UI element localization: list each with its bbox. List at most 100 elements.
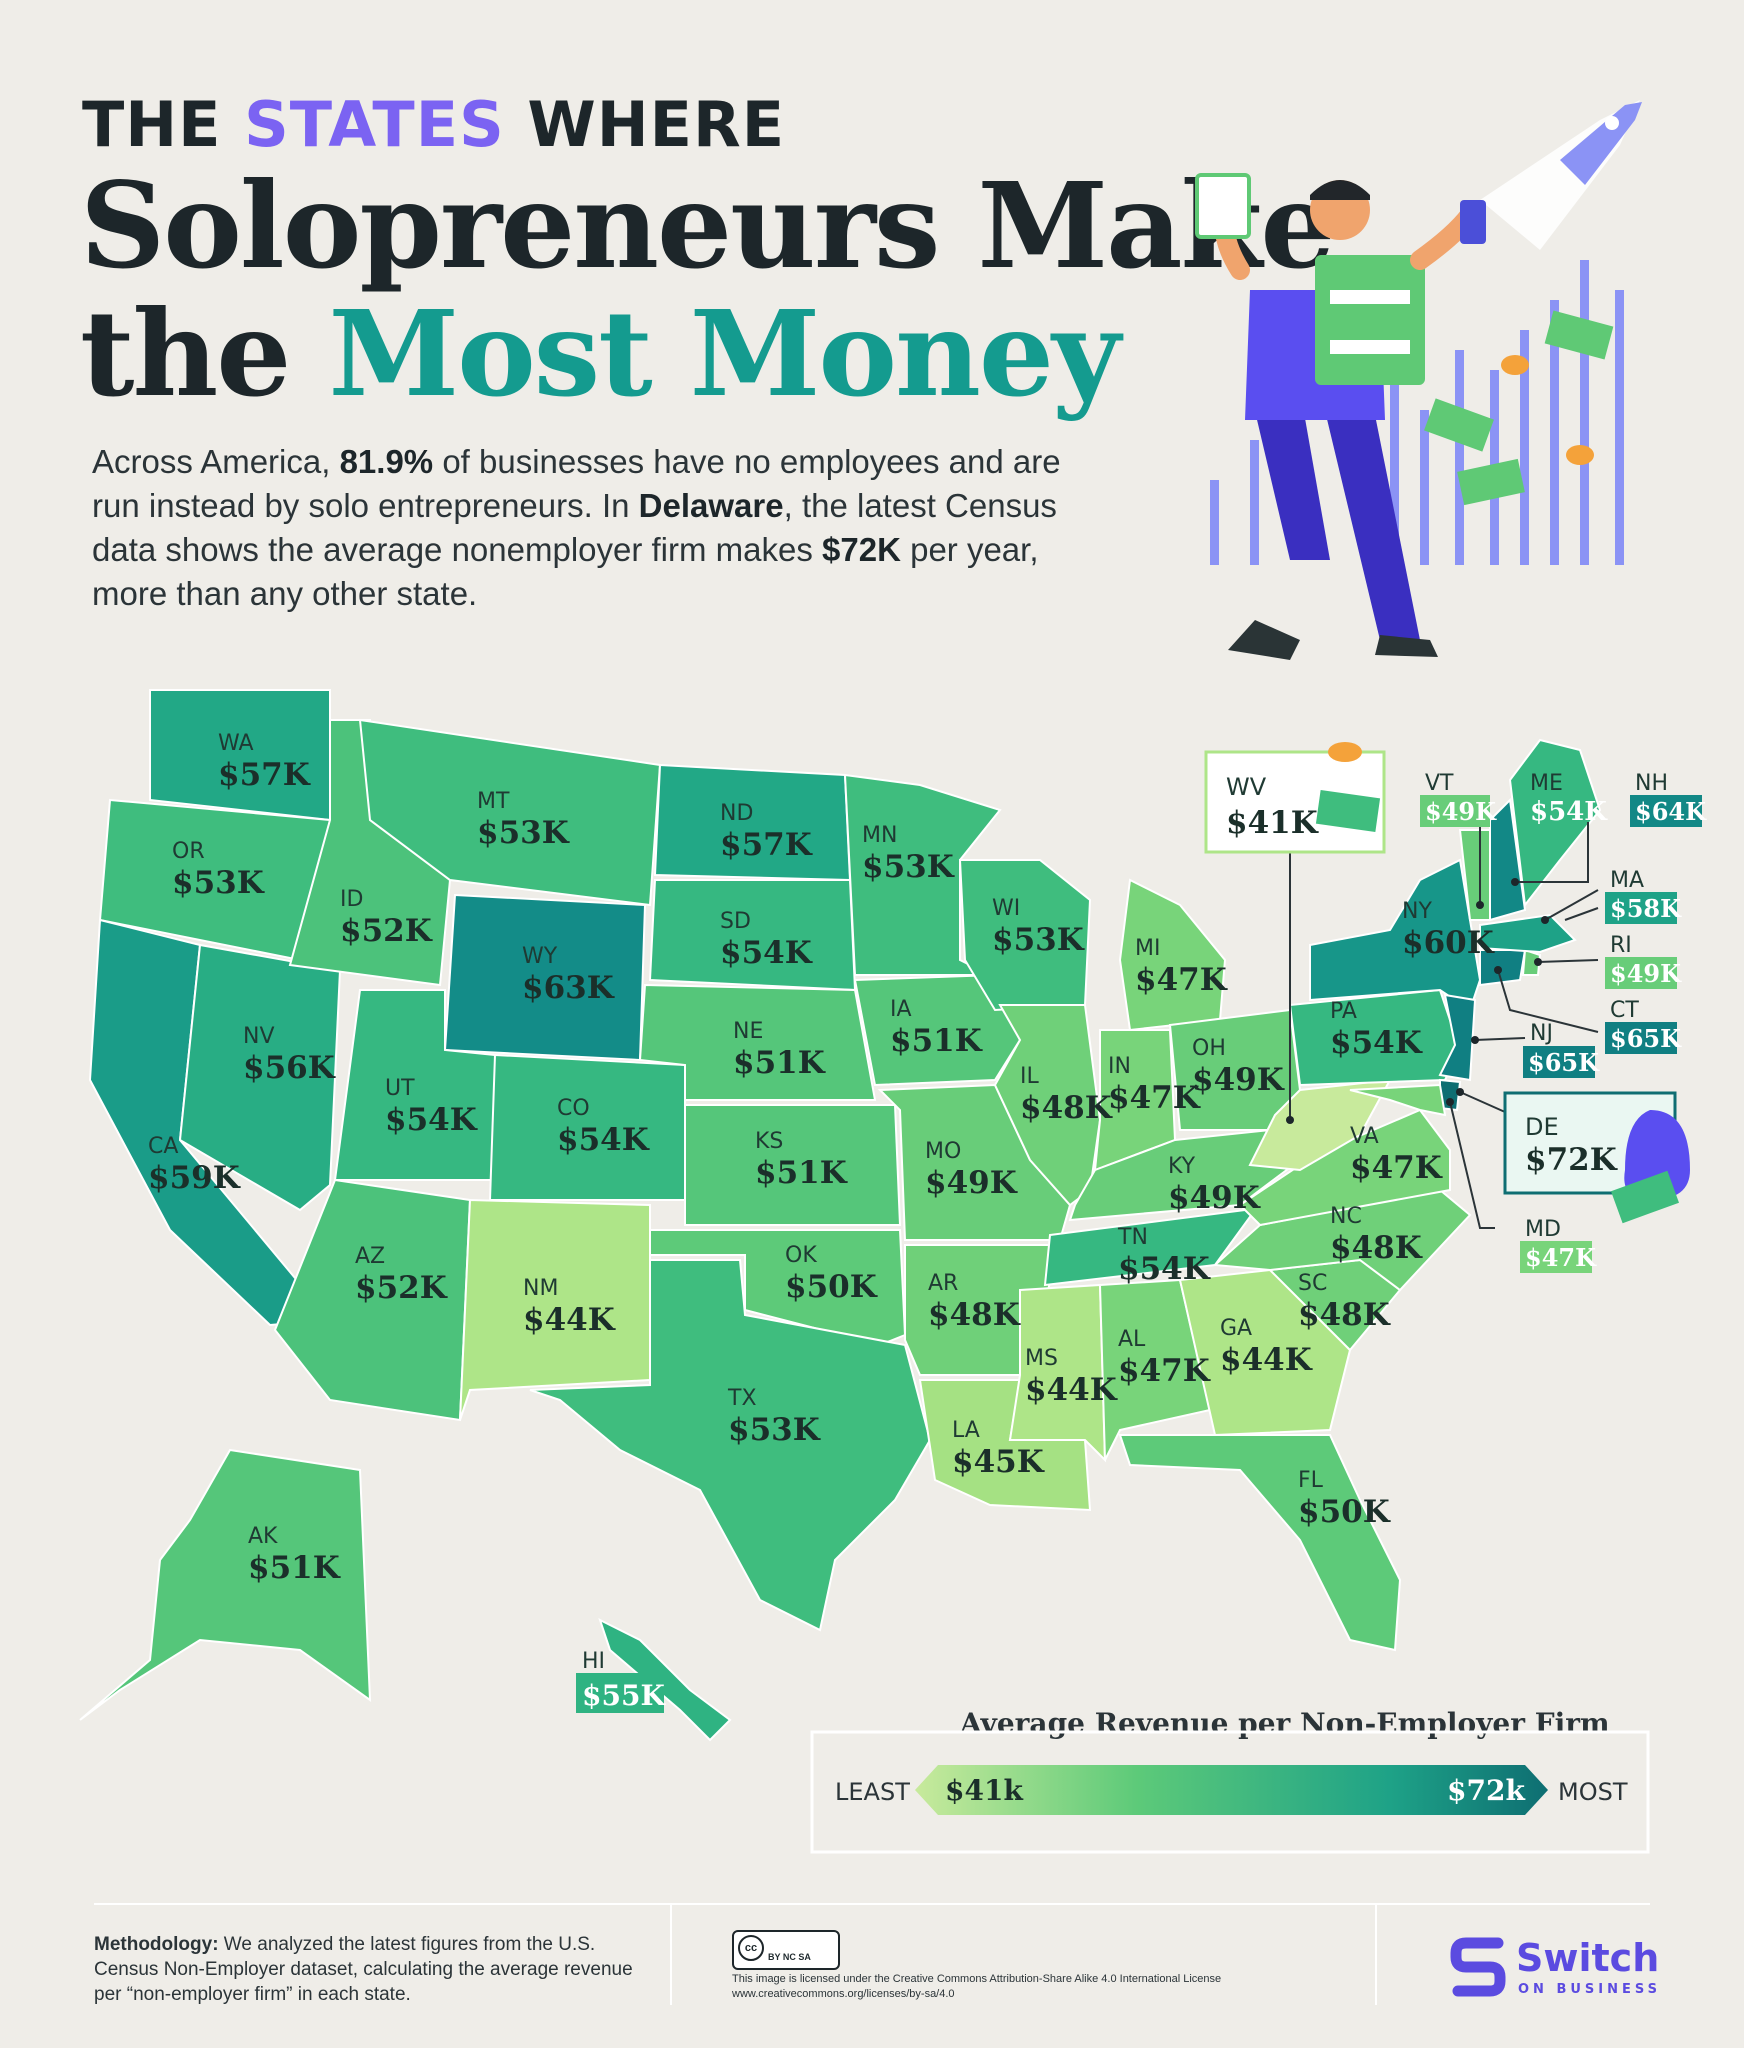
callout-NH: NH $64K bbox=[1630, 771, 1707, 827]
intro-text-2: of businesses have no employees and are … bbox=[92, 443, 1061, 524]
state-RI[interactable] bbox=[1521, 948, 1542, 976]
svg-text:$44K: $44K bbox=[1220, 1342, 1313, 1378]
intro-text-3: , the latest Census data shows the avera… bbox=[92, 487, 1057, 568]
svg-text:PA: PA bbox=[1330, 999, 1357, 1024]
label-NC: NC$48K bbox=[1330, 1204, 1423, 1266]
svg-text:ND: ND bbox=[720, 801, 753, 826]
callout-NJ: NJ $65K bbox=[1523, 1021, 1600, 1078]
svg-text:CA: CA bbox=[148, 1134, 178, 1159]
svg-text:VA: VA bbox=[1350, 1124, 1379, 1149]
svg-text:$59K: $59K bbox=[148, 1160, 241, 1196]
svg-text:WI: WI bbox=[992, 896, 1020, 921]
state-MD[interactable] bbox=[1349, 1083, 1447, 1117]
svg-text:IN: IN bbox=[1108, 1054, 1131, 1079]
state-KS[interactable] bbox=[684, 1104, 902, 1226]
svg-text:$60K: $60K bbox=[1402, 925, 1495, 961]
state-HI[interactable] bbox=[598, 1618, 732, 1742]
state-NJ[interactable] bbox=[1438, 993, 1477, 1082]
label-NM: NM$44K bbox=[523, 1276, 616, 1338]
svg-text:AL: AL bbox=[1118, 1327, 1146, 1352]
svg-text:$53K: $53K bbox=[992, 922, 1085, 958]
svg-text:$51K: $51K bbox=[733, 1045, 826, 1081]
title-line-2: the Most Money bbox=[80, 290, 1333, 418]
label-VA: VA$47K bbox=[1350, 1124, 1443, 1186]
state-NE[interactable] bbox=[638, 983, 877, 1101]
state-GA[interactable] bbox=[1178, 1268, 1352, 1437]
legend: Average Revenue per Non-Employer Firm LE… bbox=[810, 1707, 1650, 1854]
methodology: Methodology: We analyzed the latest figu… bbox=[94, 1932, 654, 2007]
callout-RI: RI $49K bbox=[1605, 933, 1682, 989]
state-AK[interactable] bbox=[79, 1448, 372, 1721]
svg-text:$49K: $49K bbox=[925, 1165, 1018, 1201]
state-NH[interactable] bbox=[1489, 797, 1527, 922]
state-MN[interactable] bbox=[843, 773, 1002, 976]
svg-text:$65K: $65K bbox=[1610, 1024, 1682, 1053]
svg-text:KY: KY bbox=[1168, 1154, 1196, 1179]
state-TX[interactable] bbox=[529, 1259, 932, 1632]
state-AZ[interactable] bbox=[273, 1178, 472, 1422]
state-IL[interactable] bbox=[993, 1004, 1102, 1207]
label-SD: SD$54K bbox=[720, 909, 813, 971]
svg-text:MT: MT bbox=[477, 789, 510, 814]
cc-license-badge: cc BY NC SA bbox=[732, 1930, 840, 1970]
svg-text:$64K: $64K bbox=[1635, 797, 1707, 826]
state-FL[interactable] bbox=[1118, 1434, 1402, 1652]
state-TN[interactable] bbox=[1043, 1209, 1257, 1287]
svg-text:WV: WV bbox=[1226, 773, 1267, 801]
svg-text:ME: ME bbox=[1530, 771, 1563, 796]
svg-text:IL: IL bbox=[1020, 1064, 1039, 1089]
hi-value-tag bbox=[576, 1673, 664, 1713]
svg-text:MO: MO bbox=[925, 1139, 961, 1164]
callout-VT: VT $49K bbox=[1420, 771, 1497, 827]
svg-text:LA: LA bbox=[952, 1418, 980, 1443]
callout-leaders bbox=[1289, 812, 1599, 1229]
svg-text:$47K: $47K bbox=[1108, 1080, 1201, 1116]
label-NV: NV$56K bbox=[243, 1024, 336, 1086]
state-NM[interactable] bbox=[459, 1198, 651, 1421]
svg-text:OK: OK bbox=[785, 1243, 817, 1268]
svg-text:SD: SD bbox=[720, 909, 751, 934]
svg-text:CO: CO bbox=[557, 1096, 590, 1121]
intro-bold-state: Delaware bbox=[638, 487, 784, 524]
state-IA[interactable] bbox=[853, 973, 1022, 1087]
label-WY: WY$63K bbox=[522, 944, 615, 1006]
coins-icon bbox=[1328, 742, 1362, 762]
state-MT[interactable] bbox=[358, 718, 662, 907]
intro-bold-share: 81.9% bbox=[339, 443, 434, 480]
svg-text:NE: NE bbox=[733, 1019, 763, 1044]
svg-text:CT: CT bbox=[1610, 998, 1639, 1023]
state-ME[interactable] bbox=[1508, 738, 1602, 908]
brand-subtitle: ON BUSINESS bbox=[1518, 1982, 1662, 1997]
label-GA: GA$44K bbox=[1220, 1316, 1313, 1378]
legend-min: $41k bbox=[945, 1774, 1023, 1807]
svg-text:$49K: $49K bbox=[1168, 1180, 1261, 1216]
svg-text:FL: FL bbox=[1298, 1468, 1324, 1493]
methodology-label: Methodology: bbox=[94, 1934, 219, 1955]
intro-text-1: Across America, bbox=[92, 443, 340, 480]
label-IN: IN$47K bbox=[1108, 1054, 1201, 1116]
license-line-1: This image is licensed under the Creativ… bbox=[732, 1973, 1222, 1985]
kicker-pre: THE bbox=[82, 88, 245, 161]
svg-text:$63K: $63K bbox=[522, 970, 615, 1006]
label-WI: WI$53K bbox=[992, 896, 1085, 958]
svg-text:ID: ID bbox=[340, 887, 363, 912]
svg-text:$47K: $47K bbox=[1350, 1150, 1443, 1186]
svg-text:MD: MD bbox=[1525, 1217, 1561, 1242]
state-MA[interactable] bbox=[1479, 913, 1577, 954]
callout-CT: CT $65K bbox=[1605, 998, 1682, 1054]
svg-text:WA: WA bbox=[218, 731, 254, 756]
svg-text:$55K: $55K bbox=[582, 1679, 666, 1712]
state-AL[interactable] bbox=[1098, 1278, 1212, 1461]
label-TX: TX$53K bbox=[727, 1386, 821, 1448]
svg-text:$49K: $49K bbox=[1610, 959, 1682, 988]
svg-text:MA: MA bbox=[1610, 868, 1644, 893]
state-labels: WA$57K OR$53K CA$59K ID$52K NV$56K MT$53… bbox=[148, 731, 1495, 1674]
callout-ME: ME $54K bbox=[1530, 771, 1608, 827]
svg-text:NC: NC bbox=[1330, 1204, 1362, 1229]
label-CA: CA$59K bbox=[148, 1134, 241, 1196]
label-NE: NE$51K bbox=[733, 1019, 826, 1081]
svg-text:$47K: $47K bbox=[1525, 1243, 1597, 1272]
svg-text:$50K: $50K bbox=[785, 1269, 878, 1305]
svg-text:$56K: $56K bbox=[243, 1050, 336, 1086]
license-line-2[interactable]: www.creativecommons.org/licenses/by-sa/4… bbox=[732, 1988, 955, 2000]
